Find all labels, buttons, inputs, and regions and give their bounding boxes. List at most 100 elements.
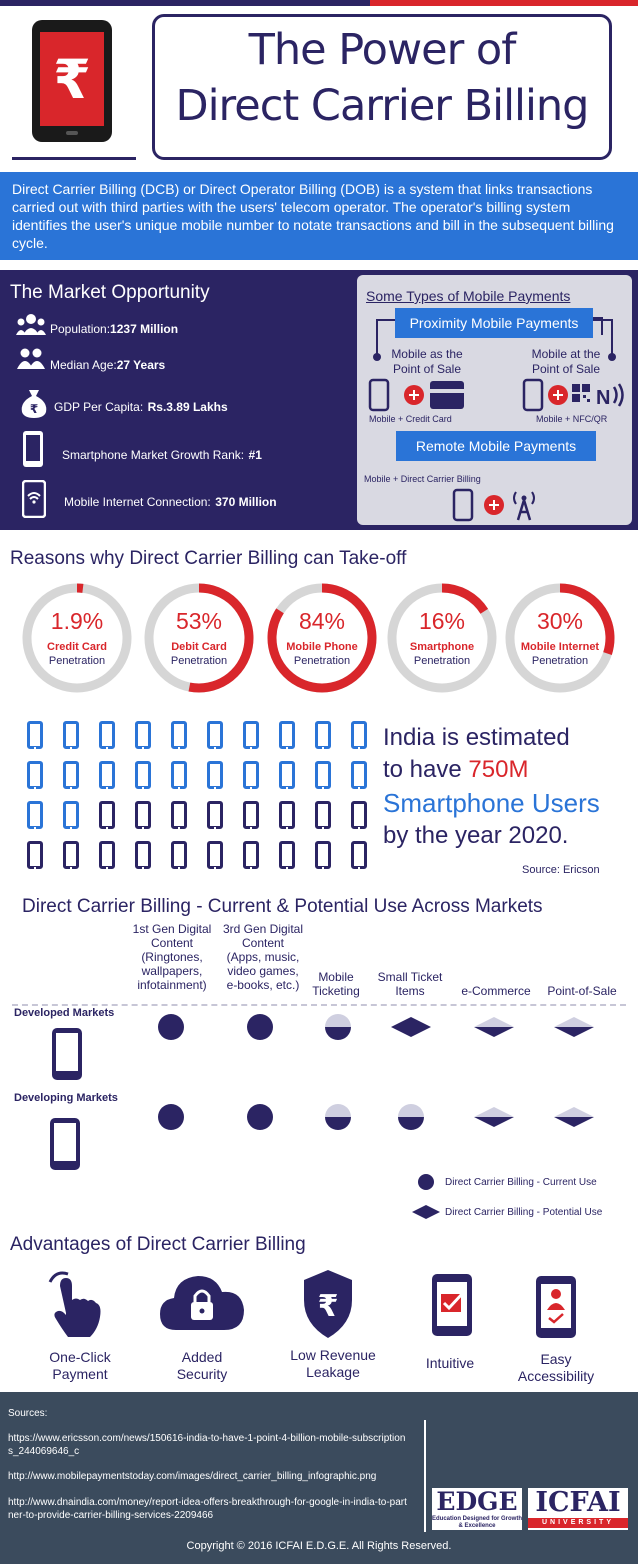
- penetration-gauges: [22, 583, 615, 693]
- gauge-percent: 53%: [175, 608, 223, 634]
- smartphone-unit: [171, 761, 187, 789]
- remote-payments-banner: Remote Mobile Payments: [396, 431, 596, 461]
- legend-potential-label: Direct Carrier Billing - Potential Use: [445, 1207, 603, 1218]
- gauge-percent: 30%: [536, 608, 584, 634]
- advantage-one-click: One-Click Payment: [49, 1349, 111, 1382]
- smartphone-unit: [207, 841, 223, 869]
- half-potential-marker: [554, 1117, 594, 1127]
- india-estimate-line4: by the year 2020.: [383, 822, 569, 849]
- gauge-percent: 84%: [298, 608, 346, 634]
- left-caption: Mobile + Credit Card: [369, 414, 452, 424]
- stat-population: Population:1237 Million: [50, 322, 179, 336]
- smartphone-unit: [351, 761, 367, 789]
- smartphone-unit: [135, 721, 151, 749]
- source-link-1[interactable]: https://www.ericsson.com/news/150616-ind…: [8, 1433, 406, 1457]
- column-header-small-ticket: Small Ticket Items: [377, 970, 443, 998]
- half-current-marker-top: [325, 1014, 351, 1027]
- intro-text: Direct Carrier Billing (DCB) or Direct O…: [0, 172, 638, 260]
- half-current-marker: [398, 1117, 424, 1130]
- smartphone-unit: [171, 801, 187, 829]
- smartphone-unit: [135, 761, 151, 789]
- legend-current-marker: [418, 1174, 434, 1190]
- reasons-title: Reasons why Direct Carrier Billing can T…: [10, 548, 407, 569]
- rupee-phone-icon: ₹: [32, 20, 112, 142]
- mobile-plus-card-icon: [368, 378, 464, 412]
- smartphone-unit: [27, 721, 43, 749]
- title-box: [152, 14, 612, 160]
- page-title: The Power of Direct Carrier Billing: [175, 25, 590, 131]
- stat-median-age: Median Age:27 Years: [50, 358, 166, 372]
- mobile-plus-tower-icon: [452, 488, 535, 522]
- gauge-label: Mobile Phone: [286, 641, 358, 653]
- source-link-2[interactable]: http://www.mobilepaymentstoday.com/image…: [8, 1471, 377, 1482]
- legend-current-label: Direct Carrier Billing - Current Use: [445, 1177, 597, 1188]
- uses-title: Direct Carrier Billing - Current & Poten…: [22, 896, 543, 917]
- gauge-arc: [267, 583, 377, 693]
- svg-text:₹: ₹: [53, 48, 91, 111]
- gauge-track: [22, 583, 132, 693]
- header-divider: [12, 1004, 626, 1006]
- payments-title: Some Types of Mobile Payments: [366, 288, 571, 304]
- gauge-arc: [144, 583, 254, 693]
- half-potential-marker-top: [554, 1107, 594, 1117]
- half-current-marker: [325, 1117, 351, 1130]
- smartphone-unit: [99, 721, 115, 749]
- potential-use-marker: [391, 1017, 431, 1037]
- smartphone-unit: [243, 801, 259, 829]
- gauge-sublabel: Penetration: [413, 655, 471, 667]
- gauge-percent: 16%: [418, 608, 466, 634]
- left-branch-label: Mobile as the Point of Sale: [391, 347, 463, 376]
- smartphone-unit: [99, 841, 115, 869]
- developed-markets-label: Developed Markets: [14, 1007, 115, 1019]
- half-potential-marker-top: [474, 1107, 514, 1117]
- india-estimate-line3: Smartphone Users: [383, 788, 600, 818]
- use-markers: [158, 1014, 594, 1219]
- smartphone-unit: [351, 801, 367, 829]
- half-potential-marker: [474, 1027, 514, 1037]
- cloud-lock-icon: [160, 1276, 244, 1330]
- legend-potential-marker: [412, 1205, 440, 1219]
- developing-markets-label: Developing Markets: [14, 1092, 118, 1104]
- gauge-sublabel: Penetration: [170, 655, 228, 667]
- smartphone-unit: [27, 761, 43, 789]
- column-header-ticketing: Mobile Ticketing: [312, 970, 360, 998]
- smartphone-unit: [207, 801, 223, 829]
- smartphone-unit: [135, 801, 151, 829]
- hand-click-icon: [48, 1271, 101, 1337]
- svg-text:N: N: [596, 387, 610, 409]
- estimate-highlight: 750M: [468, 756, 529, 783]
- half-current-marker-top: [398, 1104, 424, 1117]
- right-caption: Mobile + NFC/QR: [536, 414, 608, 424]
- smartphone-unit: [99, 761, 115, 789]
- gauge-sublabel: Penetration: [531, 655, 589, 667]
- advantage-accessibility: Easy Accessibility: [517, 1351, 595, 1384]
- current-use-marker: [247, 1014, 273, 1040]
- column-header-ecommerce: e-Commerce: [461, 984, 531, 998]
- smartphone-unit: [315, 841, 331, 869]
- advantages-title: Advantages of Direct Carrier Billing: [10, 1234, 306, 1255]
- phone-person-icon: [536, 1276, 576, 1338]
- half-current-marker-top: [325, 1104, 351, 1117]
- source-link-3[interactable]: http://www.dnaindia.com/money/report-ide…: [8, 1497, 407, 1521]
- copyright: Copyright © 2016 ICFAI E.D.G.E. All Righ…: [186, 1540, 452, 1552]
- mobile-wifi-icon: [22, 480, 46, 518]
- people-icon: [16, 314, 46, 335]
- smartphone-unit: [99, 801, 115, 829]
- market-title: The Market Opportunity: [10, 282, 210, 303]
- gauge-percent: 1.9%: [50, 608, 104, 634]
- smartphone-unit: [351, 841, 367, 869]
- icfai-logo: ICFAI UNIVERSITY: [528, 1488, 628, 1530]
- svg-text:₹: ₹: [318, 1289, 339, 1324]
- advantage-security: Added Security: [176, 1349, 228, 1382]
- rupee-shield-icon: ₹: [304, 1270, 352, 1338]
- gauge-label: Mobile Internet: [520, 641, 600, 653]
- right-branch-label: Mobile at the Point of Sale: [531, 347, 601, 376]
- smartphone-unit: [279, 801, 295, 829]
- gauge-label: Smartphone: [409, 641, 475, 653]
- current-use-marker: [158, 1014, 184, 1040]
- top-accent-bar-navy: [0, 0, 370, 6]
- remote-caption: Mobile + Direct Carrier Billing: [364, 474, 481, 484]
- estimate-source: Source: Ericson: [522, 864, 600, 876]
- smartphone-unit: [27, 841, 43, 869]
- gauge-label: Debit Card: [171, 641, 227, 653]
